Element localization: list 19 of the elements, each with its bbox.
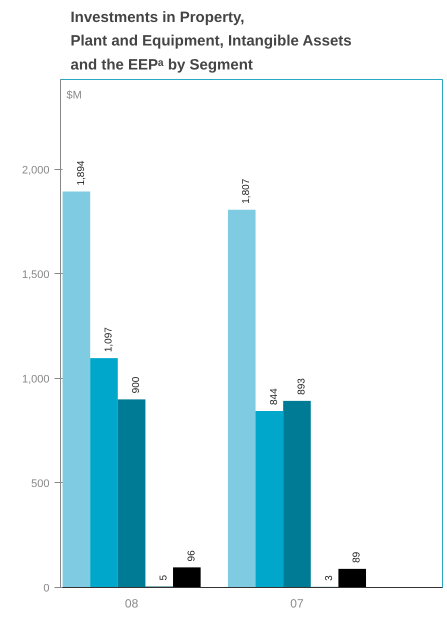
y-tick-label: 2,000 (22, 164, 50, 176)
y-tick-label: 1,500 (22, 268, 50, 281)
text: 844 (268, 388, 280, 406)
text: 89 (352, 552, 363, 563)
text: 1,894 (76, 160, 87, 186)
text: 1,097 (103, 327, 114, 352)
text: 893 (296, 378, 308, 395)
x-tick-label: 07 (290, 596, 304, 610)
y-tick-label: 1,000 (22, 373, 50, 386)
text: 1,807 (241, 178, 252, 204)
y-tick-label: 500 (31, 478, 50, 490)
text: 96 (186, 550, 198, 562)
text: 900 (131, 376, 142, 394)
chart-title: Investments in Property, Plant and Equipment, Intangible Assets and the EEPᵃ by Segment (70, 8, 352, 74)
text: 3 (324, 575, 336, 581)
y-tick-label: 0 (43, 582, 50, 594)
x-tick-label: 08 (124, 596, 139, 610)
text: 5 (158, 574, 170, 580)
y-axis-title: $M (66, 90, 82, 102)
